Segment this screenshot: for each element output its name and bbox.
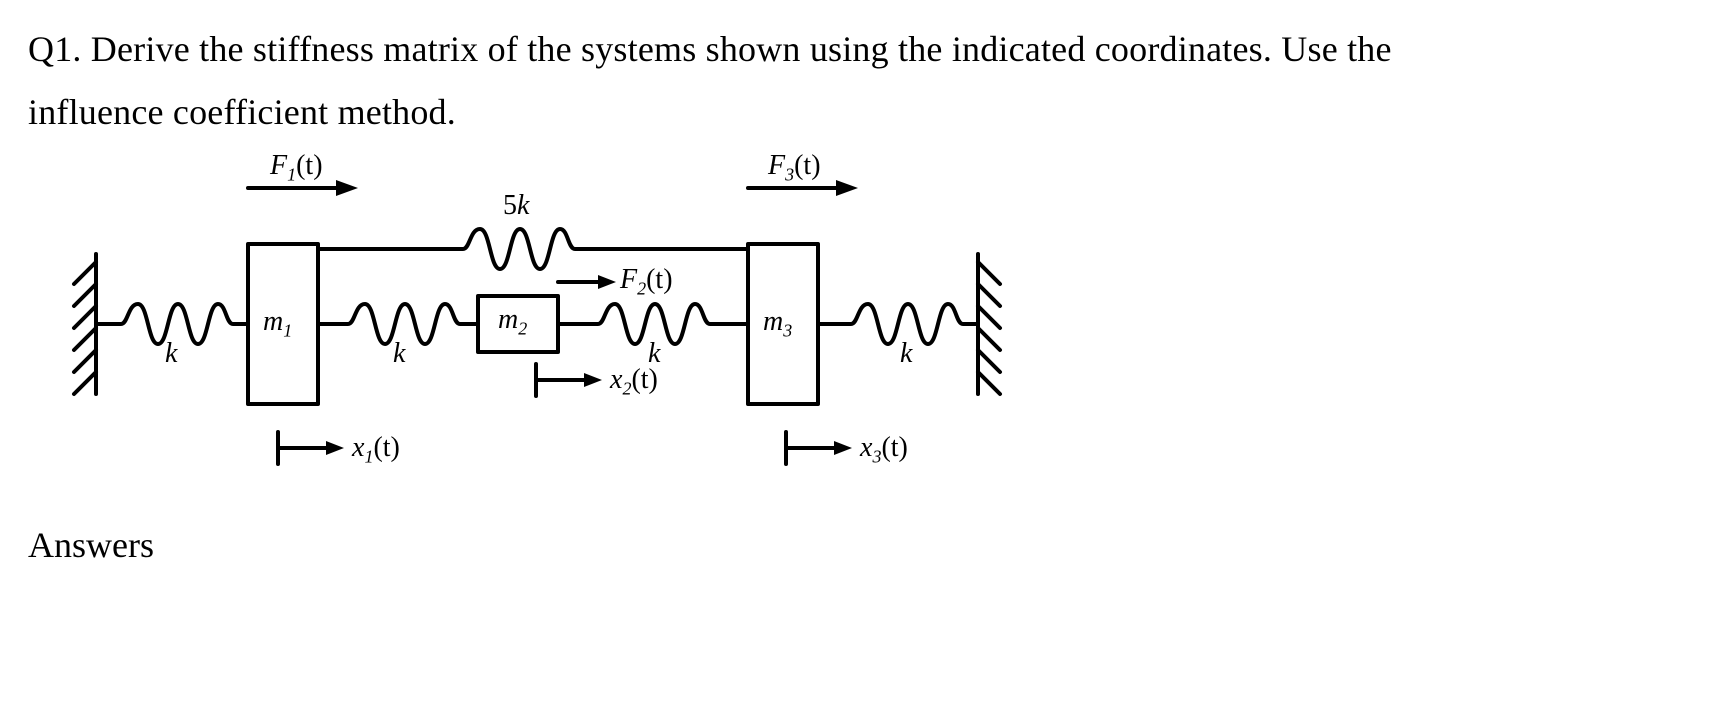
spring-5k-label: 5k bbox=[503, 190, 529, 222]
question-text: Q1. Derive the stiffness matrix of the s… bbox=[28, 18, 1700, 144]
spring-1-k: k bbox=[165, 338, 177, 370]
force-1-label: F1(t) bbox=[270, 150, 323, 186]
coord-1-label: x1(t) bbox=[352, 432, 400, 468]
coord-3-label: x3(t) bbox=[860, 432, 908, 468]
diagram: m1 m2 m3 k k k k 5k F1(t) F3(t) F2(t) x1… bbox=[68, 154, 1008, 494]
page: Q1. Derive the stiffness matrix of the s… bbox=[0, 0, 1728, 712]
mass-1-label: m1 bbox=[263, 306, 292, 342]
mass-1-main: m bbox=[263, 306, 283, 337]
coord-2-main: x bbox=[610, 364, 622, 395]
mass-2-sub: 2 bbox=[518, 319, 527, 339]
mass-2-label: m2 bbox=[498, 304, 527, 340]
force-2-label: F2(t) bbox=[620, 264, 673, 300]
force-1-arg: (t) bbox=[296, 150, 322, 181]
coord-2-arg: (t) bbox=[631, 364, 657, 395]
mass-3-label: m3 bbox=[763, 306, 792, 342]
force-1-main: F bbox=[270, 150, 287, 181]
coord-1-arg: (t) bbox=[373, 432, 399, 463]
coord-1-main: x bbox=[352, 432, 364, 463]
force-3-label: F3(t) bbox=[768, 150, 821, 186]
force-3-arg: (t) bbox=[794, 150, 820, 181]
force-2-arg: (t) bbox=[646, 264, 672, 295]
force-2-sub: 2 bbox=[637, 279, 646, 299]
spring-2-k: k bbox=[393, 338, 405, 370]
force-3-sub: 3 bbox=[785, 165, 794, 185]
force-1-sub: 1 bbox=[287, 165, 296, 185]
force-3-main: F bbox=[768, 150, 785, 181]
question-line-2: influence coefficient method. bbox=[28, 92, 456, 132]
mass-1-sub: 1 bbox=[283, 321, 292, 341]
mass-3-sub: 3 bbox=[783, 321, 792, 341]
mass-2-main: m bbox=[498, 304, 518, 335]
coord-3-arg: (t) bbox=[881, 432, 907, 463]
spring-5k-k: k bbox=[517, 190, 529, 221]
coord-3-main: x bbox=[860, 432, 872, 463]
question-line-1: Q1. Derive the stiffness matrix of the s… bbox=[28, 29, 1392, 69]
mass-3-main: m bbox=[763, 306, 783, 337]
coord-2-label: x2(t) bbox=[610, 364, 658, 400]
answers-heading: Answers bbox=[28, 524, 1700, 566]
force-2-main: F bbox=[620, 264, 637, 295]
spring-4-k: k bbox=[900, 338, 912, 370]
